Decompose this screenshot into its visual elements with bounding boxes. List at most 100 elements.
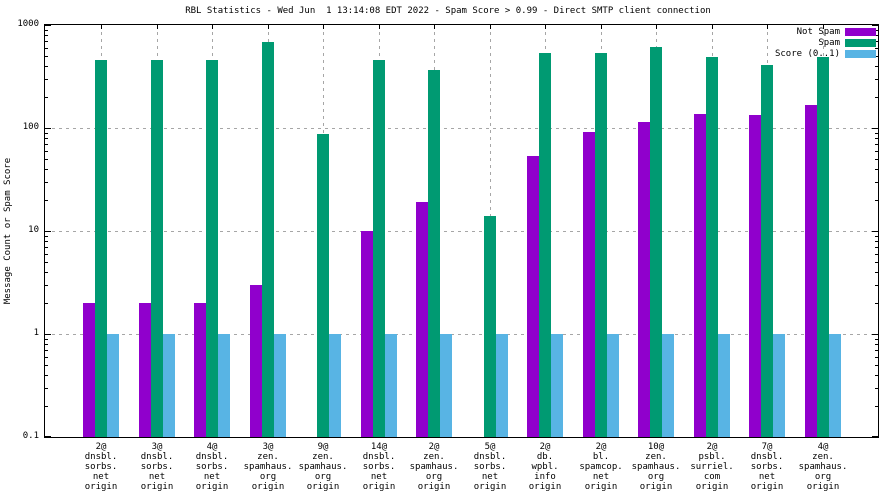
y-minor-tick-right: [875, 133, 878, 134]
bar-not_spam: [805, 104, 817, 437]
x-category-label-13: 7@ dnsbl. sorbs. net origin: [750, 442, 784, 492]
y-minor-tick-left: [45, 262, 48, 263]
x-tick-top: [490, 25, 491, 29]
y-minor-tick-right: [875, 138, 878, 139]
bar-score: [496, 334, 508, 437]
x-category-label-12: 2@ psbl. surriel. com origin: [690, 442, 734, 492]
y-major-tick-left: [45, 334, 51, 335]
bar-not_spam: [527, 156, 539, 437]
bar-spam: [95, 59, 107, 437]
y-minor-tick-left: [45, 339, 48, 340]
y-minor-tick-right: [875, 56, 878, 57]
x-tick-top: [379, 25, 380, 29]
y-major-tick-left: [45, 128, 51, 129]
bar-spam: [262, 41, 274, 437]
y-minor-tick-right: [875, 388, 878, 389]
y-minor-tick-left: [45, 375, 48, 376]
bar-not_spam: [638, 121, 650, 437]
bar-not_spam: [194, 303, 206, 437]
y-minor-tick-right: [875, 344, 878, 345]
y-minor-tick-right: [875, 30, 878, 31]
bar-not_spam: [583, 131, 595, 437]
bar-not_spam: [139, 303, 151, 437]
y-major-tick-right: [872, 25, 878, 26]
legend-row-spam: Spam: [775, 37, 876, 48]
y-tick-label-1: 1: [33, 328, 39, 338]
x-tick-top: [712, 25, 713, 29]
y-minor-tick-left: [45, 285, 48, 286]
x-category-label-6: 14@ dnsbl. sorbs. net origin: [362, 442, 396, 492]
y-minor-tick-right: [875, 285, 878, 286]
y-minor-tick-right: [875, 350, 878, 351]
legend-label-not_spam: Not Spam: [796, 26, 840, 37]
y-minor-tick-left: [45, 303, 48, 304]
bar-score: [440, 334, 452, 437]
x-tick-top: [268, 25, 269, 29]
bar-score: [551, 334, 563, 437]
y-minor-tick-left: [45, 151, 48, 152]
bar-spam: [428, 70, 440, 437]
y-minor-tick-left: [45, 350, 48, 351]
y-major-tick-right: [872, 334, 878, 335]
y-minor-tick-right: [875, 254, 878, 255]
y-minor-tick-left: [45, 236, 48, 237]
bar-spam: [206, 59, 218, 437]
y-minor-tick-right: [875, 406, 878, 407]
bar-not_spam: [416, 202, 428, 437]
y-minor-tick-right: [875, 247, 878, 248]
y-minor-tick-left: [45, 182, 48, 183]
bar-layer: [45, 25, 878, 437]
bar-spam: [595, 53, 607, 437]
y-minor-tick-right: [875, 262, 878, 263]
bar-not_spam: [83, 303, 95, 437]
x-category-label-14: 4@ zen. spamhaus. org origin: [798, 442, 848, 492]
y-tick-label-1000: 1000: [17, 19, 39, 29]
bar-score: [385, 334, 397, 437]
x-tick-top: [823, 25, 824, 29]
gridline-h-100: [45, 128, 878, 129]
y-minor-tick-right: [875, 236, 878, 237]
bar-spam: [151, 59, 163, 437]
y-minor-tick-right: [875, 365, 878, 366]
y-minor-tick-right: [875, 375, 878, 376]
y-minor-tick-left: [45, 357, 48, 358]
y-minor-tick-left: [45, 200, 48, 201]
y-minor-tick-left: [45, 272, 48, 273]
y-minor-tick-left: [45, 48, 48, 49]
y-minor-tick-left: [45, 406, 48, 407]
y-tick-label-10: 10: [28, 225, 39, 235]
y-minor-tick-right: [875, 182, 878, 183]
chart-title: RBL Statistics - Wed Jun 1 13:14:08 EDT …: [185, 6, 711, 16]
y-minor-tick-left: [45, 247, 48, 248]
bar-spam: [761, 64, 773, 437]
y-minor-tick-left: [45, 241, 48, 242]
legend-label-spam: Spam: [818, 37, 840, 48]
y-minor-tick-right: [875, 151, 878, 152]
plot-area: Not Spam Spam Score (0..1): [44, 24, 879, 438]
bar-spam: [484, 215, 496, 437]
y-minor-tick-left: [45, 56, 48, 57]
y-minor-tick-left: [45, 138, 48, 139]
bar-not_spam: [250, 284, 262, 437]
legend: Not Spam Spam Score (0..1): [775, 26, 876, 59]
x-tick-top: [434, 25, 435, 29]
legend-row-not_spam: Not Spam: [775, 26, 876, 37]
x-tick-top: [157, 25, 158, 29]
y-minor-tick-right: [875, 241, 878, 242]
y-major-tick-left: [45, 25, 51, 26]
y-minor-tick-right: [875, 169, 878, 170]
bar-score: [662, 334, 674, 437]
legend-label-score: Score (0..1): [774, 48, 840, 59]
bar-spam: [373, 60, 385, 437]
x-tick-top: [101, 25, 102, 29]
bar-spam: [317, 134, 329, 437]
bar-not_spam: [749, 115, 761, 437]
legend-swatch-score: [845, 49, 876, 58]
x-tick-top: [656, 25, 657, 29]
x-category-label-7: 2@ zen. spamhaus. org origin: [409, 442, 459, 492]
y-minor-tick-right: [875, 200, 878, 201]
x-category-label-9: 2@ db. wpbl. info origin: [528, 442, 562, 492]
x-tick-top: [545, 25, 546, 29]
x-tick-top: [212, 25, 213, 29]
